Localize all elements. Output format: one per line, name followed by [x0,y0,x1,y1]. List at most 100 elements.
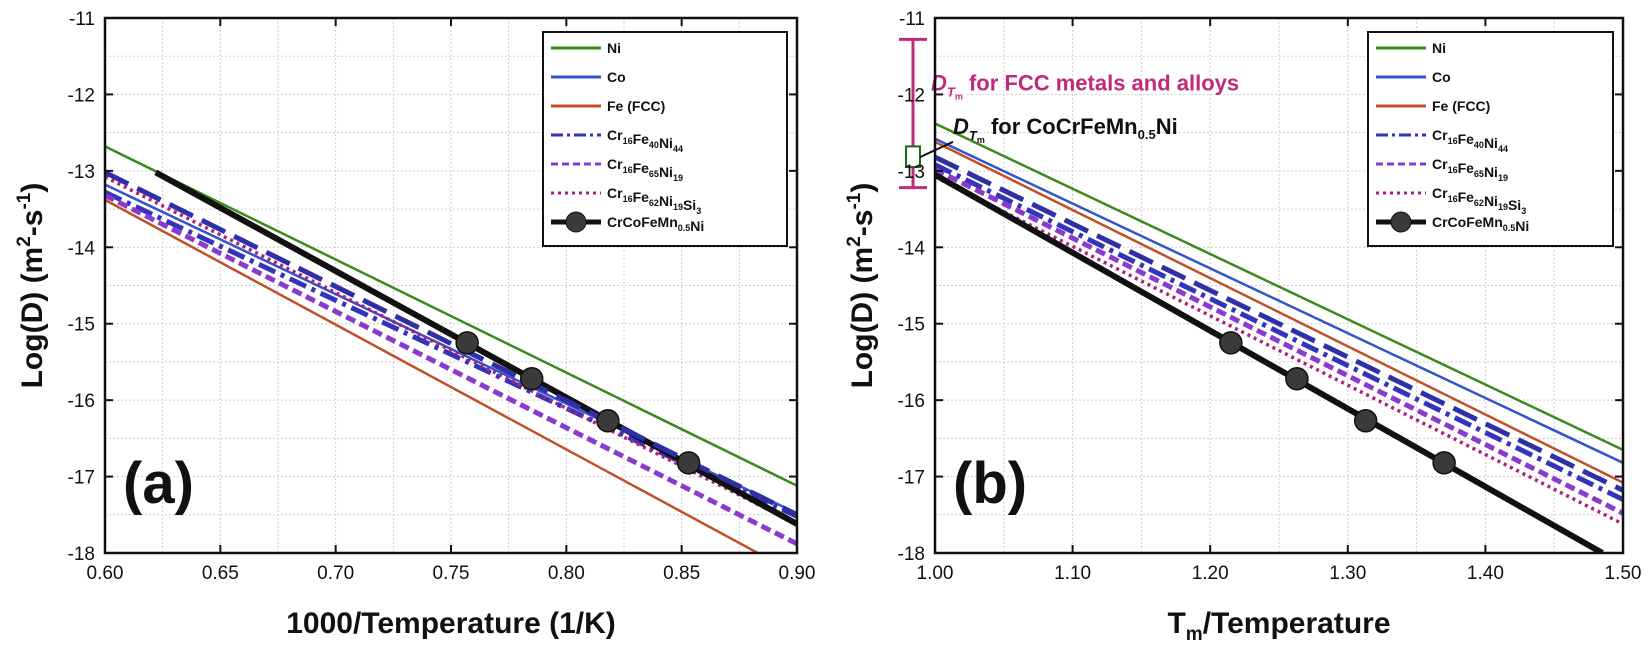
x-axis-title-end: /Temperature [1203,607,1391,640]
legend-element: Fe [1458,189,1475,205]
y-axis-title-sup: 2 [14,236,35,247]
legend-element: Cr [1432,185,1448,201]
annotation-hea-sub: 0.5 [1138,127,1156,142]
legend-marker-hea [1390,211,1412,233]
x-tick-label: 1.00 [917,563,954,584]
x-tick-label: 0.70 [317,563,354,584]
legend-label-co: Co [1432,69,1451,85]
legend-label-hea: CrCoFeMn0.5Ni [607,214,704,234]
x-tick-label: 0.65 [202,563,239,584]
series-line-cr19 [935,167,1623,516]
y-tick-label: -11 [69,9,95,30]
legend-subscript: 40 [649,140,659,150]
legend-subscript: 19 [673,173,683,183]
series-group [935,122,1623,553]
series-line-blue_dash [105,170,797,518]
series-line-crsi [935,175,1623,526]
y-axis-title: Log(D) (m2-s-1) [14,183,49,389]
legend-subscript: 19 [1498,173,1508,183]
annotation-d-symbol: D [953,114,969,139]
hea-pointer-line [919,140,954,159]
series-line-fe [105,198,759,553]
y-tick-label: -15 [68,315,95,336]
series-line-hea [935,172,1604,553]
y-tick-label: -18 [68,544,95,565]
legend-subscript: 44 [1498,144,1508,154]
x-tick-label: 0.80 [548,563,585,584]
series-group [105,145,797,553]
y-tick-label: -12 [68,85,95,106]
legend-label-ni: Ni [1432,40,1446,56]
legend-element: Ni [1515,218,1529,234]
y-tick-label: -14 [68,238,96,259]
legend-subscript: 19 [1498,202,1508,212]
series-line-cr44 [935,162,1623,502]
legend-label-crsi: Cr16Fe62Ni19Si3 [1432,185,1526,216]
legend-subscript: 65 [1474,169,1484,179]
data-point-hea [1219,331,1243,355]
y-tick-label: -15 [898,315,925,336]
annotation-m-subsub: m [955,92,963,102]
x-axis-title-main: T [1167,607,1185,640]
data-point-hea [596,409,620,433]
legend-marker-hea [565,211,587,233]
legend-subscript: 16 [623,136,633,146]
legend-subscript: 62 [1474,198,1484,208]
y-axis-title-end: ) [16,183,49,193]
legend-label-cr44: Cr16Fe40Ni44 [607,127,683,154]
legend-label-hea: CrCoFeMn0.5Ni [1432,214,1529,234]
annotation-hea-end: Ni [1156,114,1178,139]
legend-label-cr19: Cr16Fe65Ni19 [607,156,683,183]
legend-element: Ni [1484,164,1498,180]
x-axis-title: 1000/Temperature (1/K) [286,607,616,640]
series-line-ni [105,145,797,487]
annotation-hea-label: for CoCrFeMn [985,114,1138,139]
legend-element: CrCoFeMn [1432,214,1503,230]
legend-label-cr19: Cr16Fe65Ni19 [1432,156,1508,183]
x-tick-label: 1.40 [1467,563,1504,584]
legend-element: Fe [1458,131,1475,147]
legend-box [1367,31,1614,247]
legend-element: Fe [633,131,650,147]
y-tick-label: -14 [898,238,926,259]
legend-subscript: 16 [623,194,633,204]
y-axis-title-main: Log(D) (m [16,247,49,389]
x-axis-title: Tm/Temperature [1167,607,1390,645]
legend-subscript: 16 [1448,165,1458,175]
legend-subscript: 16 [1448,194,1458,204]
series-line-ni [935,122,1623,451]
x-tick-label: 1.20 [1192,563,1229,584]
data-point-hea [1285,366,1309,391]
data-point-hea [1353,409,1378,433]
legend-element: Si [683,197,696,213]
legend-element: Ni [1484,193,1498,209]
legend-element: Ni [659,193,673,209]
legend-element: CrCoFeMn [607,214,678,230]
x-tick-label: 1.30 [1329,563,1366,584]
legend-subscript: 16 [623,165,633,175]
legend-subscript: 40 [1474,140,1484,150]
legend-element: Cr [607,156,623,172]
panel-a: 0.60 0.65 0.70 0.75 0.80 0.85 0.90-11-12-13-14… [14,9,815,640]
y-axis-title: Log(D) (m2-s-1) [844,183,879,389]
series-line-cr19 [105,193,797,547]
annotation-fcc-label: for FCC metals and alloys [963,71,1239,96]
y-tick-label: -11 [899,9,925,30]
x-tick-label: 0.60 [87,563,124,584]
legend-subscript: 0.5 [678,223,691,233]
x-tick-label: 0.90 [779,563,816,584]
series-line-blue_dash [935,154,1623,493]
y-axis-title-sup: -1 [14,192,35,209]
y-tick-label: -17 [898,468,925,489]
panel-label: (b) [953,451,1027,516]
legend-element: Fe [633,189,650,205]
legend-label-fe: Fe (FCC) [607,98,665,114]
y-axis-title-mid: -s [846,210,879,237]
legend-label-co: Co [607,69,626,85]
legend-box [542,31,788,247]
annotation-t-sub: T [969,128,978,143]
